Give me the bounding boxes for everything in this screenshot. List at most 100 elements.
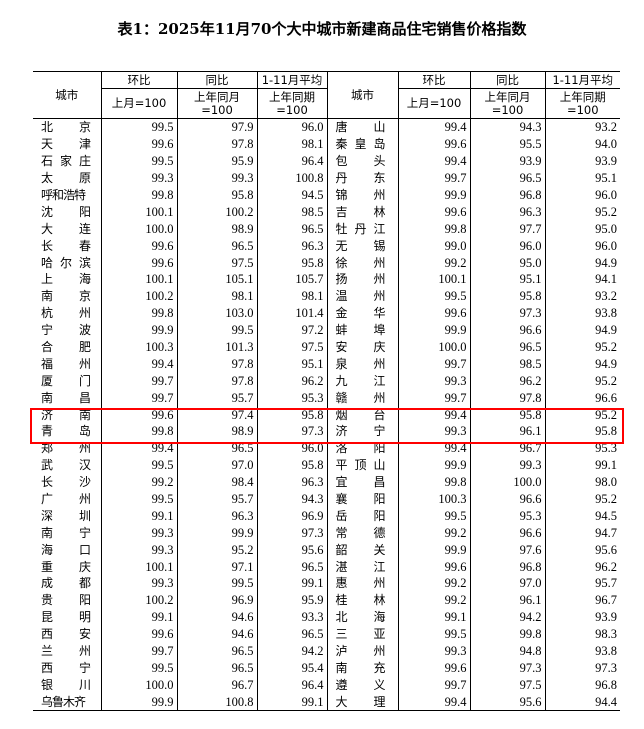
city-cell: 昆明 — [33, 609, 101, 626]
value-avg: 95.8 — [256, 456, 327, 474]
value-yoy: 100.2 — [176, 203, 257, 221]
city-cell: 宜昌 — [326, 473, 398, 491]
value-yoy: 97.1 — [176, 558, 257, 576]
header-mom-base: 上月=100 — [100, 88, 178, 119]
value-yoy: 95.9 — [176, 152, 257, 170]
value-yoy: 97.7 — [469, 220, 545, 238]
table-row: 长春 99.6 96.5 96.3 无锡 99.0 96.0 96.0 — [33, 237, 620, 255]
value-yoy: 96.6 — [469, 490, 545, 508]
city-name: 安庆 — [335, 340, 412, 355]
city-cell: 九江 — [326, 372, 412, 390]
city-cell: 丹东 — [326, 169, 398, 187]
value-mom: 99.8 — [100, 423, 177, 440]
value-avg: 95.2 — [544, 203, 620, 221]
value-yoy: 96.3 — [176, 507, 257, 525]
value-mom: 99.2 — [397, 591, 470, 609]
city-cell: 石家庄 — [33, 153, 101, 170]
value-yoy: 97.8 — [469, 389, 545, 407]
city-name: 泉州 — [335, 356, 412, 371]
table-header: 城市 环比 同比 1-11月平均 城市 环比 同比 1-11月平均 上月=100… — [33, 71, 620, 119]
value-mom: 99.7 — [397, 169, 470, 187]
value-yoy: 97.8 — [176, 372, 257, 390]
value-yoy: 98.5 — [469, 355, 545, 373]
value-yoy: 96.7 — [469, 439, 545, 457]
table-row: 福州 99.4 97.8 95.1 泉州 99.7 98.5 94.9 — [33, 355, 620, 373]
value-mom: 100.0 — [100, 220, 177, 238]
city-name: 海口 — [41, 542, 118, 557]
value-yoy: 97.8 — [176, 355, 257, 373]
value-avg: 93.9 — [544, 608, 620, 626]
value-yoy: 96.2 — [469, 372, 545, 390]
city-name: 呼和浩特 — [41, 188, 86, 202]
city-name: 洛阳 — [335, 441, 412, 456]
value-avg: 99.1 — [256, 693, 327, 711]
value-mom: 99.7 — [397, 676, 470, 694]
value-yoy: 95.0 — [469, 254, 545, 272]
city-name: 南宁 — [41, 525, 118, 540]
value-yoy: 97.5 — [469, 676, 545, 694]
city-cell: 安庆 — [326, 338, 412, 356]
value-avg: 96.0 — [544, 237, 620, 255]
value-mom: 99.6 — [100, 254, 177, 272]
value-yoy: 95.3 — [469, 507, 545, 525]
table-row: 南昌 99.7 95.7 95.3 赣州 99.7 97.8 96.6 — [33, 389, 620, 407]
city-cell: 海口 — [33, 541, 101, 558]
city-name: 长沙 — [41, 475, 118, 490]
value-mom: 99.6 — [397, 304, 470, 322]
table-row: 成都 99.3 99.5 99.1 惠州 99.2 97.0 95.7 — [33, 575, 620, 592]
city-name: 九江 — [335, 373, 412, 388]
value-mom: 99.1 — [397, 608, 470, 626]
value-avg: 95.9 — [256, 591, 327, 609]
value-mom: 99.4 — [397, 118, 470, 136]
city-cell: 遵义 — [326, 676, 412, 694]
city-name: 锦州 — [335, 188, 412, 202]
value-avg: 96.7 — [544, 591, 620, 609]
value-mom: 99.1 — [100, 507, 177, 525]
value-mom: 99.4 — [100, 355, 177, 373]
value-avg: 97.3 — [544, 659, 620, 677]
city-name: 广州 — [41, 492, 118, 507]
city-name: 厦门 — [41, 373, 118, 388]
city-cell: 兰州 — [33, 643, 101, 660]
value-mom: 100.2 — [100, 287, 177, 305]
city-name: 遵义 — [335, 677, 412, 692]
value-yoy: 105.1 — [176, 271, 257, 288]
city-cell: 济南 — [33, 406, 101, 423]
value-mom: 99.5 — [100, 456, 177, 474]
value-yoy: 96.7 — [176, 676, 257, 694]
value-avg: 96.5 — [256, 220, 327, 238]
value-mom: 99.9 — [397, 456, 470, 474]
value-mom: 100.1 — [100, 271, 177, 288]
value-mom: 99.3 — [397, 372, 470, 390]
city-cell: 平顶山 — [326, 456, 398, 474]
table-row: 天津 99.6 97.8 98.1 秦皇岛 99.6 95.5 94.0 — [33, 135, 620, 153]
value-mom: 100.3 — [100, 338, 177, 356]
table-row: 上海 100.1 105.1 105.7 扬州 100.1 95.1 94.1 — [33, 271, 620, 288]
city-cell: 襄阳 — [326, 490, 398, 508]
city-name: 合肥 — [41, 340, 118, 355]
value-yoy: 96.5 — [176, 237, 257, 255]
city-name: 赣州 — [335, 390, 412, 405]
value-yoy: 99.5 — [176, 321, 257, 339]
city-name: 平顶山 — [335, 458, 393, 473]
city-name: 郑州 — [41, 441, 118, 456]
value-mom: 99.3 — [397, 423, 470, 440]
value-mom: 99.9 — [100, 321, 177, 339]
city-name: 重庆 — [41, 559, 118, 574]
value-yoy: 99.3 — [176, 169, 257, 187]
value-yoy: 96.3 — [469, 203, 545, 221]
city-name: 桂林 — [335, 593, 412, 608]
header-avg-base-2: 上年同期 =100 — [544, 88, 620, 119]
value-avg: 93.8 — [544, 304, 620, 322]
city-name: 济宁 — [335, 424, 412, 439]
value-mom: 99.5 — [100, 490, 177, 508]
value-mom: 99.7 — [100, 372, 177, 390]
table-row: 济南 99.6 97.4 95.8 烟台 99.4 95.8 95.2 — [33, 406, 620, 424]
value-mom: 100.1 — [100, 203, 177, 221]
value-yoy: 98.9 — [176, 220, 257, 238]
value-mom: 100.3 — [397, 490, 470, 508]
value-yoy: 97.4 — [176, 406, 257, 424]
city-cell: 常德 — [326, 524, 398, 542]
value-avg: 93.3 — [256, 608, 327, 626]
city-cell: 广州 — [33, 491, 101, 508]
